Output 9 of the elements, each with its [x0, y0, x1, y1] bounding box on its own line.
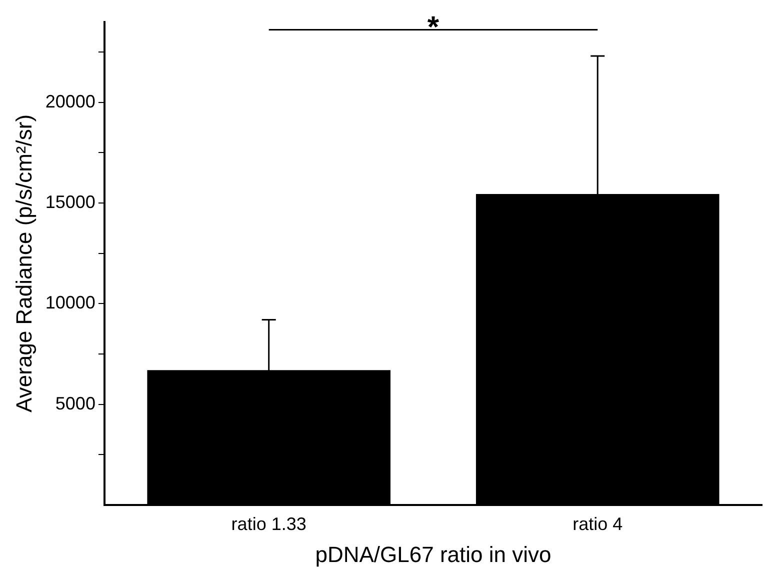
y-tick-label: 5000 [55, 393, 96, 414]
y-axis-title: Average Radiance (p/s/cm²/sr) [11, 114, 36, 412]
annotation: * [427, 11, 440, 44]
y-tick-label: 10000 [45, 292, 96, 313]
y-tick-label: 15000 [45, 192, 96, 212]
y-tick-label: 20000 [45, 91, 96, 112]
x-tick-label: ratio 4 [572, 514, 623, 534]
x-axis-title: pDNA/GL67 ratio in vivo [315, 542, 552, 567]
x-tick-label: ratio 1.33 [231, 514, 306, 534]
